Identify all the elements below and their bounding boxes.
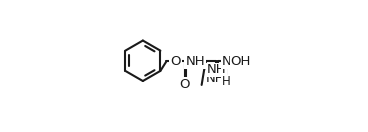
Text: OH: OH <box>231 55 251 68</box>
Text: O: O <box>180 78 190 91</box>
Text: O: O <box>170 55 181 68</box>
Text: NH: NH <box>185 55 205 68</box>
Text: NH: NH <box>207 63 227 76</box>
Text: N: N <box>222 55 231 68</box>
Text: NH: NH <box>206 72 226 85</box>
Text: H: H <box>222 75 231 88</box>
